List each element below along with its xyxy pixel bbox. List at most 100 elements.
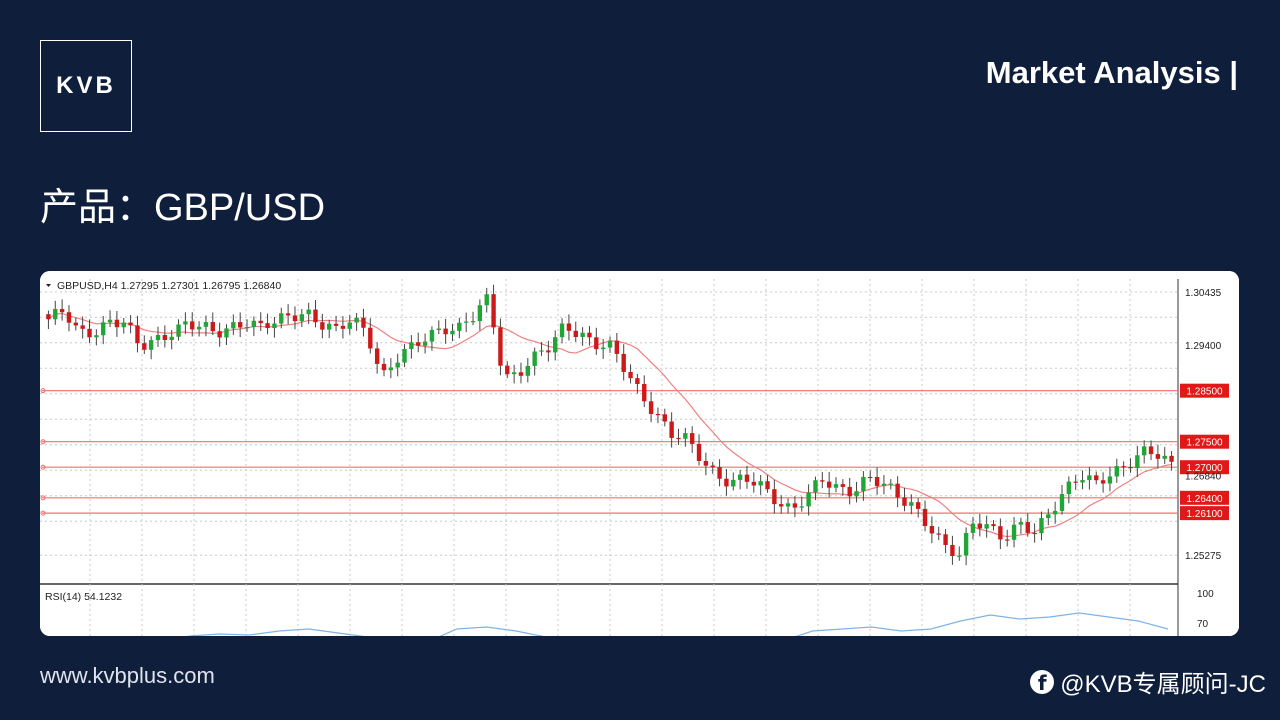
bear-candle	[128, 322, 133, 326]
bull-candle	[1114, 466, 1119, 477]
symbol-info: GBPUSD,H4 1.27295 1.27301 1.26795 1.2684…	[57, 280, 281, 292]
bear-candle	[902, 497, 907, 506]
level-price-box	[1180, 460, 1229, 475]
level-price-box	[1180, 490, 1229, 505]
rsi-tick-label: 100	[1197, 589, 1214, 600]
product-label: 产品：GBP/USD	[40, 187, 326, 229]
bull-candle	[395, 362, 400, 368]
bear-candle	[374, 348, 380, 364]
bear-candle	[826, 481, 832, 488]
bull-candle	[737, 474, 743, 480]
level-price-box	[1180, 383, 1229, 398]
bull-candle	[683, 433, 688, 439]
bull-candle	[806, 492, 811, 507]
bull-candle	[861, 476, 866, 492]
chart-card: 1.30435 1.29400 1.28500 1.27500 1.27000 1.268…	[40, 271, 1239, 636]
dropdown-triangle-icon	[46, 284, 51, 287]
bull-candle	[203, 322, 209, 327]
facebook-icon: f	[1030, 669, 1055, 695]
bull-candle	[1087, 475, 1092, 481]
bull-candle	[984, 524, 989, 529]
bear-candle	[840, 484, 846, 487]
bear-candle	[621, 353, 626, 372]
bear-candle	[614, 340, 620, 354]
bear-candle	[655, 413, 661, 416]
bear-candle	[669, 421, 674, 438]
bull-candle	[963, 532, 969, 556]
bull-candle	[354, 317, 359, 323]
bull-candle	[477, 305, 483, 322]
bear-candle	[573, 330, 578, 338]
bull-candle	[272, 323, 277, 328]
bull-candle	[463, 321, 469, 323]
bear-candle	[696, 443, 702, 461]
bull-candle	[607, 340, 613, 348]
bear-candle	[929, 526, 935, 534]
bear-candle	[518, 372, 524, 376]
bear-candle	[1121, 466, 1126, 468]
bull-candle	[299, 314, 305, 322]
bull-candle	[833, 484, 839, 488]
bull-candle	[148, 340, 154, 350]
bear-candle	[689, 433, 695, 444]
bear-candle	[874, 476, 880, 487]
bull-candle	[525, 365, 531, 376]
level-anchor	[40, 439, 46, 445]
bull-candle	[327, 323, 332, 330]
bear-candle	[190, 321, 195, 330]
bear-candle	[724, 478, 729, 487]
bear-candle	[594, 337, 599, 350]
bull-candle	[244, 326, 250, 329]
y-axis-ticks: 1.30435 1.29400 1.28500 1.27500 1.270001.268…	[1180, 288, 1229, 562]
bull-candle	[450, 330, 455, 335]
handle-text: @KVB专属顾问-JC	[1060, 671, 1266, 698]
bear-candle	[915, 502, 921, 509]
bear-candle	[792, 503, 798, 508]
bear-candle	[1155, 454, 1161, 459]
bear-candle	[66, 312, 72, 323]
bear-candle	[895, 483, 900, 498]
bear-candle	[162, 334, 168, 341]
bull-candle	[785, 503, 791, 507]
level-price-box	[1180, 434, 1229, 449]
y-tick-label: 1.25275	[1185, 551, 1222, 562]
bear-candle	[710, 465, 715, 468]
bull-candle	[470, 321, 476, 323]
bull-candle	[436, 328, 441, 330]
bear-candle	[587, 332, 592, 338]
bull-candle	[813, 480, 818, 493]
bear-candle	[320, 322, 325, 330]
bear-candle	[87, 328, 92, 338]
bull-candle	[388, 367, 394, 371]
bull-candle	[224, 328, 229, 338]
bear-candle	[635, 378, 640, 384]
bull-candle	[854, 491, 859, 497]
bear-candle	[717, 467, 722, 479]
level-price-label: 1.26100	[1186, 509, 1223, 520]
bull-candle	[970, 523, 976, 533]
bull-candle	[251, 320, 257, 327]
bull-candle	[155, 334, 161, 341]
level-price-label: 1.28500	[1186, 387, 1223, 398]
level-price-label: 1.26400	[1186, 494, 1223, 505]
bear-candle	[1128, 467, 1133, 469]
bull-candle	[402, 349, 407, 363]
bear-candle	[991, 524, 996, 527]
bull-candle	[957, 555, 962, 557]
bull-candle	[1107, 476, 1113, 484]
bear-candle	[265, 323, 270, 328]
bear-candle	[313, 309, 318, 323]
candles	[46, 284, 1174, 566]
bull-candle	[176, 324, 181, 337]
logo-text: KVB	[56, 72, 116, 99]
bull-candle	[539, 350, 544, 352]
bull-candle	[532, 351, 537, 366]
social-handle[interactable]: f @KVB专属顾问-JC	[1030, 664, 1266, 699]
level-anchor	[40, 510, 46, 516]
candlestick-chart: 1.30435 1.29400 1.28500 1.27500 1.270001.268…	[40, 271, 1239, 636]
bull-candle	[101, 322, 106, 336]
bear-candle	[237, 322, 243, 328]
bull-candle	[484, 294, 489, 306]
bear-candle	[1032, 532, 1037, 535]
site-url[interactable]: www.kvbplus.com	[40, 663, 215, 688]
